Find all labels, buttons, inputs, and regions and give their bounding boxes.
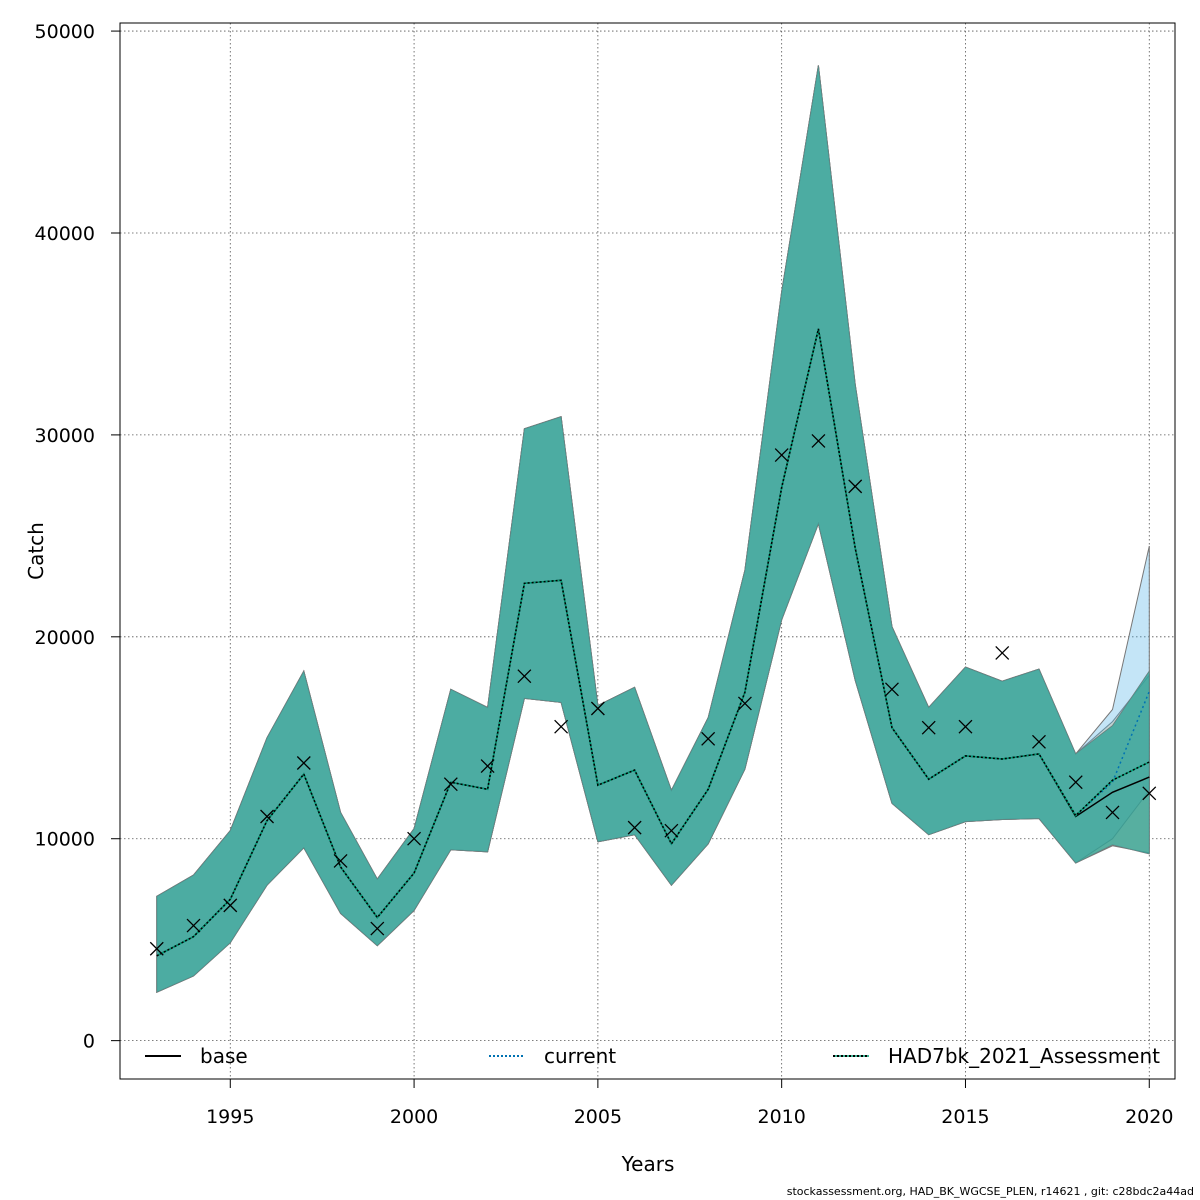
legend-label-2: HAD7bk_2021_Assessment: [888, 1044, 1160, 1068]
observed-point: [590, 701, 605, 716]
line-base: [156, 328, 1150, 957]
observed-point-stroke: [627, 820, 642, 835]
observed-point: [554, 719, 569, 734]
observed-point-stroke: [774, 448, 789, 463]
observed-point-stroke: [223, 898, 238, 913]
x-axis: 1995 2000 2005 2010 2015 2020: [206, 1079, 1173, 1128]
observed-point-stroke: [186, 918, 201, 933]
y-axis-title: Catch: [24, 522, 48, 580]
observed-point-stroke: [701, 731, 716, 746]
observed-point-stroke: [554, 719, 569, 734]
x-axis-title: Years: [621, 1152, 675, 1176]
y-tick-label-0: 0: [83, 1031, 95, 1053]
observed-point: [1105, 805, 1120, 820]
footer-credit: stockassessment.org, HAD_BK_WGCSE_PLEN, …: [786, 1185, 1194, 1198]
observed-points: [149, 433, 1157, 956]
observed-point: [774, 448, 789, 463]
observed-point-stroke: [443, 777, 458, 792]
observed-point-stroke: [407, 831, 422, 846]
band-overlay: [156, 65, 1150, 993]
observed-point-stroke: [149, 941, 164, 956]
observed-point-stroke: [737, 696, 752, 711]
observed-point: [186, 918, 201, 933]
observed-point: [296, 756, 311, 770]
legend-label-0: base: [200, 1044, 248, 1068]
y-tick-label-10000: 10000: [35, 829, 95, 851]
line-HAD7bk_2021_Assessment: [156, 328, 1150, 957]
legend-label-1: current: [544, 1044, 616, 1068]
observed-point: [443, 777, 458, 792]
observed-point: [480, 759, 495, 773]
line-current: [156, 328, 1150, 957]
y-axis: 0 10000 20000 30000 40000 50000: [35, 21, 120, 1053]
observed-point-stroke: [480, 759, 495, 773]
x-tick-label-2000: 2000: [390, 1106, 438, 1128]
line-HAD7bk_2021_Assessment-base: [156, 328, 1150, 957]
observed-point: [884, 682, 899, 697]
grid-lines: [120, 23, 1175, 1079]
observed-point-stroke: [260, 809, 274, 824]
observed-point: [223, 898, 238, 913]
observed-point-stroke: [296, 756, 311, 770]
x-tick-label-1995: 1995: [206, 1106, 254, 1128]
observed-point: [921, 720, 936, 735]
observed-point: [958, 719, 973, 734]
observed-point: [517, 669, 532, 684]
y-tick-label-40000: 40000: [35, 223, 95, 245]
observed-point: [407, 831, 422, 846]
confidence-bands: [156, 65, 1150, 993]
observed-point-stroke: [848, 479, 863, 494]
observed-point: [737, 696, 752, 711]
observed-point-stroke: [921, 720, 936, 735]
observed-point: [627, 820, 642, 835]
observed-point-stroke: [958, 719, 973, 734]
observed-point: [811, 433, 826, 448]
observed-point-stroke: [590, 701, 605, 716]
observed-point: [1142, 786, 1157, 801]
y-tick-label-50000: 50000: [35, 21, 95, 43]
x-tick-label-2020: 2020: [1125, 1106, 1173, 1128]
plot-frame: [119, 22, 1176, 1080]
observed-point: [260, 809, 274, 824]
y-tick-label-20000: 20000: [35, 627, 95, 649]
observed-point-stroke: [1105, 805, 1120, 820]
observed-point-stroke: [370, 921, 385, 936]
observed-point: [333, 853, 348, 868]
observed-point: [1032, 734, 1046, 749]
observed-point-stroke: [664, 823, 679, 838]
observed-point-stroke: [1068, 775, 1083, 790]
x-tick-label-2005: 2005: [574, 1106, 622, 1128]
observed-point-stroke: [811, 433, 826, 448]
x-tick-label-2010: 2010: [757, 1106, 805, 1128]
observed-point-stroke: [1142, 786, 1157, 801]
observed-point: [149, 941, 164, 956]
observed-point-stroke: [884, 682, 899, 697]
observed-point-stroke: [1032, 734, 1046, 749]
observed-point: [995, 646, 1010, 660]
observed-point-stroke: [995, 646, 1010, 660]
observed-point: [848, 479, 863, 494]
x-tick-label-2015: 2015: [941, 1106, 989, 1128]
observed-point-stroke: [517, 669, 532, 684]
observed-point: [370, 921, 385, 936]
series-lines: [156, 328, 1150, 957]
observed-point: [701, 731, 716, 746]
y-tick-label-30000: 30000: [35, 425, 95, 447]
observed-point-stroke: [333, 853, 348, 868]
observed-point: [664, 823, 679, 838]
observed-point: [1068, 775, 1083, 790]
legend: base current HAD7bk_2021_Assessment: [145, 1044, 1160, 1068]
